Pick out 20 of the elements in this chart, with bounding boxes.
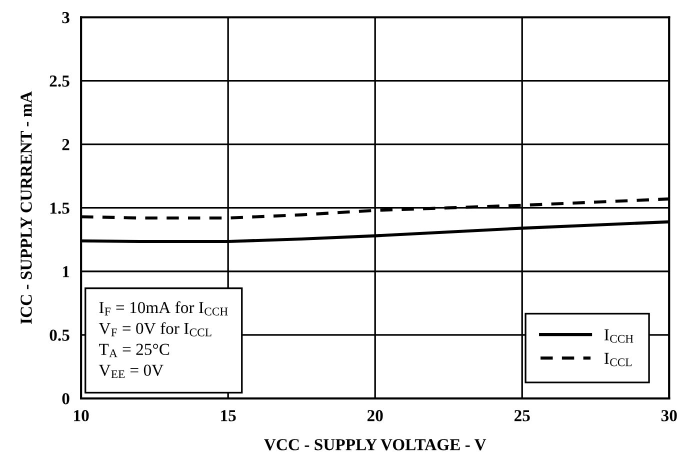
x-axis-title: VCC - SUPPLY VOLTAGE - V	[264, 439, 486, 450]
x-tick-label: 15	[221, 410, 236, 422]
annotation: I$_{F}$ = 10mA for I$_{CCH}$	[99, 301, 228, 316]
y-tick-label: 1	[62, 266, 70, 278]
annotation: V$_{EE}$ = 0V	[98, 364, 164, 378]
y-tick-label: 0.5	[50, 330, 70, 341]
y-tick-label: 2	[62, 139, 70, 150]
legend-label: I$_{CCL}$	[604, 352, 632, 366]
y-axis-title: ICC - SUPPLY CURRENT - mA	[20, 91, 32, 324]
annotation: V$_{F}$ = 0V for I$_{CCL}$	[98, 322, 212, 336]
x-tick-label: 25	[514, 410, 530, 422]
x-tick-label: 20	[367, 410, 383, 422]
legend-label: I$_{CCH}$	[604, 329, 634, 343]
y-tick-label: 3	[62, 12, 70, 24]
y-tick-label: 1.5	[50, 202, 70, 214]
annotation: T$_{A}$ = 25°C	[99, 344, 170, 358]
y-tick-label: 2.5	[50, 76, 70, 87]
y-tick-label: 0	[62, 393, 70, 404]
x-tick-label: 10	[74, 410, 89, 422]
x-tick-label: 30	[661, 410, 677, 422]
